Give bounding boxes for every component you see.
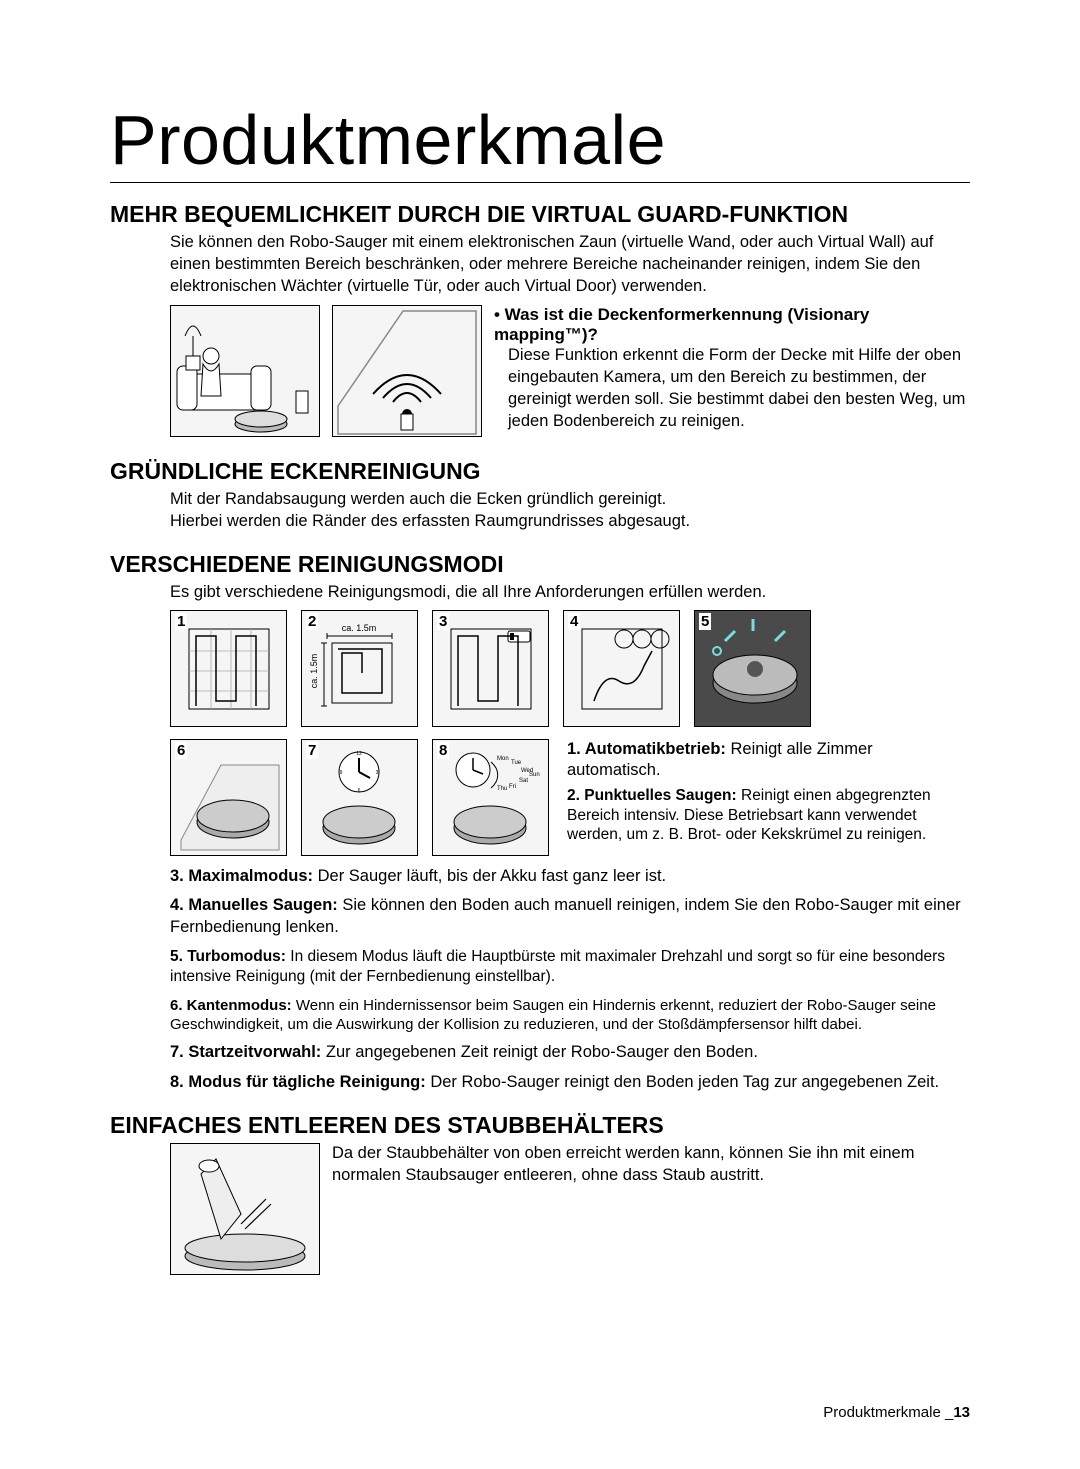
mode-item-8: 8. Modus für tägliche Reinigung: Der Rob… [170, 1072, 970, 1094]
mode-label-3: 3 [437, 613, 449, 630]
modes-intro: Es gibt verschiedene Reinigungsmodi, die… [170, 582, 970, 604]
svg-text:3: 3 [376, 770, 379, 776]
mode-item-1: 1. Automatikbetrieb: Reinigt alle Zimmer… [567, 739, 970, 783]
mode-item-8-desc: Der Robo-Sauger reinigt den Boden jeden … [426, 1073, 939, 1091]
mode-item-6-title: 6. Kantenmodus: [170, 997, 292, 1014]
mode-item-1-title: 1. Automatikbetrieb: [567, 740, 726, 758]
svg-text:Sun: Sun [529, 772, 540, 778]
svg-text:Mon: Mon [497, 756, 509, 762]
dust-paragraph: Da der Staubbehälter von oben erreicht w… [332, 1143, 970, 1187]
mode-illustration-6: 6 [170, 739, 287, 856]
mode-label-2: 2 [306, 613, 318, 630]
mode-illustration-8: 8 MonTueWed ThuFriSatSun [432, 739, 549, 856]
illustration-signal [332, 305, 482, 437]
mode-item-3-title: 3. Maximalmodus: [170, 867, 313, 885]
mode-label-8: 8 [437, 742, 449, 759]
corner-para-2: Hierbei werden die Ränder des erfassten … [170, 511, 970, 533]
dim-label-side: ca. 1.5m [309, 653, 319, 688]
mode-item-3-desc: Der Sauger läuft, bis der Akku fast ganz… [313, 867, 666, 885]
svg-text:6: 6 [358, 788, 361, 794]
page-title: Produktmerkmale [110, 100, 970, 183]
mode-label-5: 5 [699, 613, 711, 630]
svg-text:Thu: Thu [497, 786, 507, 792]
illustration-dustbin [170, 1143, 320, 1275]
footer-label: Produktmerkmale _ [823, 1404, 953, 1421]
visionary-mapping-text: Diese Funktion erkennt die Form der Deck… [508, 345, 970, 432]
section-heading-dust: EINFACHES ENTLEEREN DES STAUBBEHÄLTERS [110, 1112, 970, 1139]
visionary-mapping-heading: • Was ist die Deckenformerkennung (Visio… [494, 305, 970, 345]
corner-para-1: Mit der Randabsaugung werden auch die Ec… [170, 489, 970, 511]
mode-item-7-title: 7. Startzeitvorwahl: [170, 1043, 321, 1061]
svg-text:9: 9 [340, 770, 343, 776]
footer-page-number: 13 [953, 1404, 970, 1421]
svg-text:Tue: Tue [511, 760, 522, 766]
mode-illustration-7: 7 12 3 6 9 [301, 739, 418, 856]
illustration-living-room [170, 305, 320, 437]
mode-item-8-title: 8. Modus für tägliche Reinigung: [170, 1073, 426, 1091]
mode-illustration-5: 5 [694, 610, 811, 727]
svg-text:Sat: Sat [519, 778, 528, 784]
mode-item-3: 3. Maximalmodus: Der Sauger läuft, bis d… [170, 866, 970, 888]
mode-item-5: 5. Turbomodus: In diesem Modus läuft die… [170, 947, 970, 988]
virtual-guard-paragraph: Sie können den Robo-Sauger mit einem ele… [170, 232, 970, 297]
mode-item-5-desc: In diesem Modus läuft die Hauptbürste mi… [170, 948, 945, 985]
mode-label-7: 7 [306, 742, 318, 759]
mode-illustration-4: 4 [563, 610, 680, 727]
mode-item-7: 7. Startzeitvorwahl: Zur angegebenen Zei… [170, 1042, 970, 1064]
mode-illustration-2: 2 ca. 1.5m ca. 1.5m [301, 610, 418, 727]
mode-illustration-1: 1 [170, 610, 287, 727]
mode-item-6: 6. Kantenmodus: Wenn ein Hindernissensor… [170, 996, 970, 1034]
mode-item-2-title: 2. Punktuelles Saugen: [567, 787, 737, 804]
mode-item-2: 2. Punktuelles Saugen: Reinigt einen abg… [567, 786, 970, 844]
mode-item-7-desc: Zur angegebenen Zeit reinigt der Robo-Sa… [321, 1043, 758, 1061]
section-heading-virtual-guard: MEHR BEQUEMLICHKEIT DURCH DIE VIRTUAL GU… [110, 201, 970, 228]
svg-text:12: 12 [356, 751, 362, 757]
svg-text:Fri: Fri [509, 784, 516, 790]
section-heading-modes: VERSCHIEDENE REINIGUNGSMODI [110, 551, 970, 578]
mode-item-5-title: 5. Turbomodus: [170, 948, 286, 965]
dim-label-top: ca. 1.5m [342, 623, 377, 633]
mode-illustration-3: 3 [432, 610, 549, 727]
section-heading-corner: GRÜNDLICHE ECKENREINIGUNG [110, 458, 970, 485]
mode-label-6: 6 [175, 742, 187, 759]
mode-item-4-title: 4. Manuelles Saugen: [170, 896, 338, 914]
mode-label-4: 4 [568, 613, 580, 630]
mode-item-4: 4. Manuelles Saugen: Sie können den Bode… [170, 895, 970, 939]
page-footer: Produktmerkmale _13 [823, 1404, 970, 1421]
mode-label-1: 1 [175, 613, 187, 630]
